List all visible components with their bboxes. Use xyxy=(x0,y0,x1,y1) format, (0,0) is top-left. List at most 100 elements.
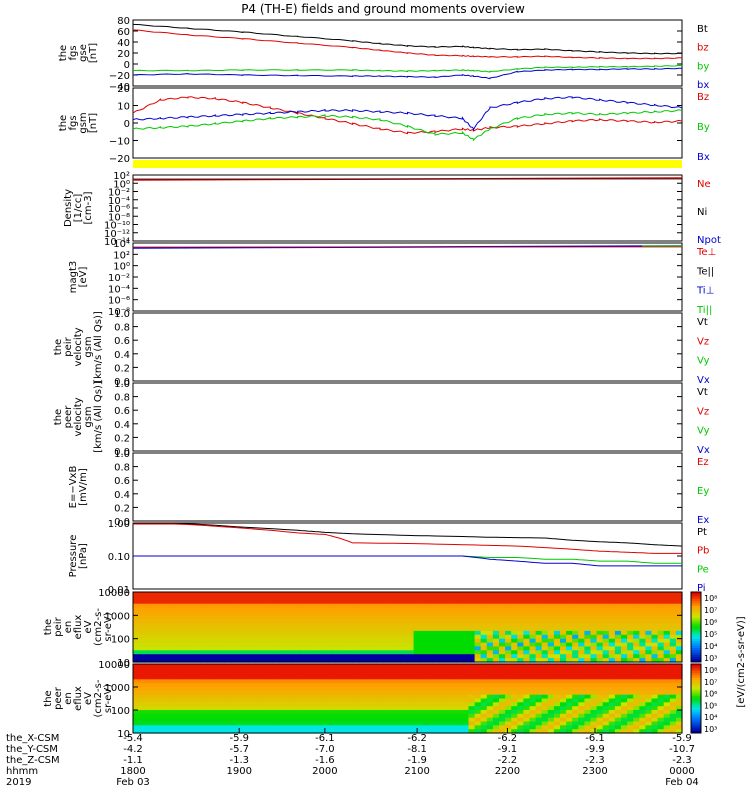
heatmap-cell xyxy=(419,638,427,644)
heatmap-cell xyxy=(541,664,549,669)
heatmap-cell xyxy=(230,679,238,684)
heatmap-cell xyxy=(627,611,634,616)
heatmap-cell xyxy=(224,658,232,663)
heatmap-cell xyxy=(669,710,677,715)
heatmap-cell xyxy=(279,654,287,659)
heatmap-cell xyxy=(590,706,598,711)
heatmap-cell xyxy=(474,634,482,640)
heatmap-cell xyxy=(200,706,207,711)
heatmap-cell xyxy=(596,599,604,605)
heatmap-cell xyxy=(450,592,457,597)
heatmap-cell xyxy=(358,729,366,734)
heatmap-cell xyxy=(212,717,219,723)
heatmap-cell xyxy=(242,592,250,597)
heatmap-cell xyxy=(480,717,488,723)
heatmap-cell xyxy=(242,623,250,628)
heatmap-cell xyxy=(608,595,616,601)
colorbar-tick: 10⁸ xyxy=(704,666,717,675)
heatmap-cell xyxy=(492,710,500,715)
heatmap-cell xyxy=(297,717,305,723)
y-tick-label: 0.4 xyxy=(114,420,130,431)
heatmap-cell xyxy=(267,717,274,723)
heatmap-cell xyxy=(273,706,280,711)
heatmap-cell xyxy=(291,725,299,730)
heatmap-cell xyxy=(572,683,579,688)
heatmap-cell xyxy=(297,679,305,684)
heatmap-cell xyxy=(438,717,445,723)
heatmap-cell xyxy=(255,664,262,669)
colorbar-segment xyxy=(691,677,701,681)
heatmap-cell xyxy=(322,687,329,692)
heatmap-cell xyxy=(187,646,195,651)
heatmap-cell xyxy=(261,679,268,684)
legend-entry: Pi xyxy=(697,583,706,594)
heatmap-cell xyxy=(236,702,244,707)
heatmap-cell xyxy=(456,679,463,684)
heatmap-cell xyxy=(444,683,451,688)
heatmap-cell xyxy=(303,603,311,609)
heatmap-cell xyxy=(139,607,146,613)
heatmap-cell xyxy=(157,607,165,613)
heatmap-cell xyxy=(151,671,158,677)
heatmap-cell xyxy=(566,698,573,703)
heatmap-cell xyxy=(169,690,177,696)
heatmap-cell xyxy=(358,619,366,624)
heatmap-cell xyxy=(169,713,177,719)
y-tick-label: 0.6 xyxy=(114,336,130,347)
heatmap-cell xyxy=(511,687,518,692)
colorbar-segment xyxy=(691,687,701,690)
heatmap-cell xyxy=(273,713,280,719)
heatmap-cell xyxy=(547,706,555,711)
heatmap-cell xyxy=(633,702,640,707)
heatmap-cell xyxy=(169,595,177,601)
heatmap-cell xyxy=(486,690,494,696)
heatmap-cell xyxy=(328,627,335,632)
colorbar-segment xyxy=(691,719,701,722)
heatmap-cell xyxy=(364,679,372,684)
heatmap-cell xyxy=(370,679,378,684)
heatmap-cell xyxy=(499,664,506,669)
heatmap-cell xyxy=(194,725,201,730)
y-axis-label: magt3 [eV] xyxy=(68,261,89,294)
heatmap-cell xyxy=(535,619,543,624)
heatmap-cell xyxy=(285,619,293,624)
heatmap-cell xyxy=(553,687,561,692)
heatmap-cell xyxy=(187,694,195,700)
heatmap-cell xyxy=(151,623,158,628)
heatmap-cell xyxy=(181,650,189,655)
heatmap-cell xyxy=(474,683,482,688)
heatmap-cell xyxy=(383,671,390,677)
heatmap-cell xyxy=(547,671,555,677)
panel-frame-4 xyxy=(132,242,683,312)
heatmap-cell xyxy=(340,664,348,669)
heatmap-cell xyxy=(468,642,476,648)
heatmap-cell xyxy=(657,679,665,684)
heatmap-cell xyxy=(517,690,524,696)
heatmap-cell xyxy=(151,687,158,692)
heatmap-cell xyxy=(602,638,610,644)
heatmap-cell xyxy=(480,687,488,692)
heatmap-cell xyxy=(499,679,506,684)
heatmap-cell xyxy=(389,702,396,707)
heatmap-cell xyxy=(255,646,262,651)
heatmap-cell xyxy=(462,675,470,680)
heatmap-cell xyxy=(322,664,329,669)
colorbar-tick: 10⁵ xyxy=(704,701,717,710)
heatmap-cell xyxy=(621,729,628,734)
heatmap-cell xyxy=(145,702,152,707)
heatmap-cell xyxy=(608,607,616,613)
heatmap-cell xyxy=(492,725,500,730)
legend-entry: Vx xyxy=(697,375,710,386)
heatmap-cell xyxy=(566,611,573,616)
heatmap-cell xyxy=(340,698,348,703)
heatmap-cell xyxy=(212,615,219,620)
heatmap-cell xyxy=(206,698,213,703)
heatmap-cell xyxy=(663,638,671,644)
heatmap-cell xyxy=(364,675,372,680)
heatmap-cell xyxy=(407,603,415,609)
heatmap-cell xyxy=(322,721,329,726)
heatmap-cell xyxy=(627,706,634,711)
heatmap-cell xyxy=(663,679,671,684)
heatmap-cell xyxy=(462,638,470,644)
heatmap-cell xyxy=(401,599,409,605)
